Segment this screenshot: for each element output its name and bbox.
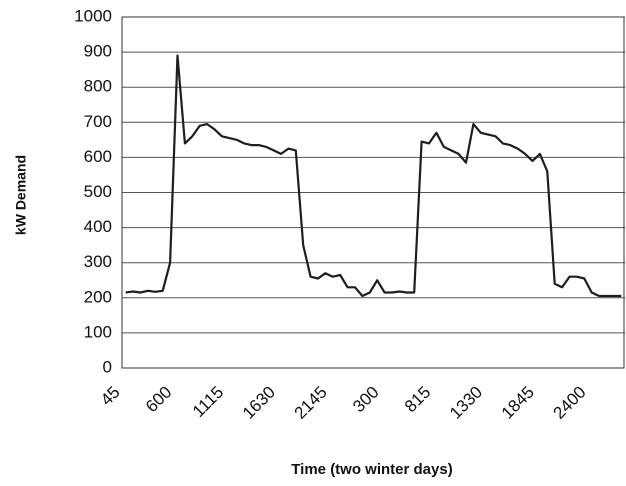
y-tick-label: 800: [84, 77, 112, 96]
y-tick-label: 700: [84, 112, 112, 131]
x-tick-label: 1330: [446, 383, 486, 423]
y-tick-label: 400: [84, 217, 112, 236]
y-tick-label: 100: [84, 322, 112, 341]
x-tick-label: 1845: [498, 383, 538, 423]
y-axis-label: kW Demand: [13, 155, 29, 235]
x-axis-label: Time (two winter days): [291, 461, 452, 478]
x-tick-label: 300: [349, 383, 382, 416]
y-tick-label: 500: [84, 182, 112, 201]
x-tick-label: 815: [401, 383, 434, 416]
y-tick-label: 200: [84, 287, 112, 306]
plot-border: [121, 16, 625, 369]
y-tick-label: 600: [84, 147, 112, 166]
x-tick-label: 2145: [291, 383, 331, 423]
y-tick-label: 300: [84, 252, 112, 271]
x-tick-label: 45: [97, 383, 124, 410]
x-tick-label: 1115: [189, 383, 227, 421]
y-tick-label: 900: [84, 42, 112, 61]
x-tick-label: 1630: [239, 383, 279, 423]
x-tick-label: 2400: [550, 383, 590, 423]
y-tick-label: 1000: [74, 6, 112, 25]
y-tick-label: 0: [103, 357, 112, 376]
x-tick-label: 600: [142, 383, 175, 416]
data-line: [125, 54, 622, 298]
